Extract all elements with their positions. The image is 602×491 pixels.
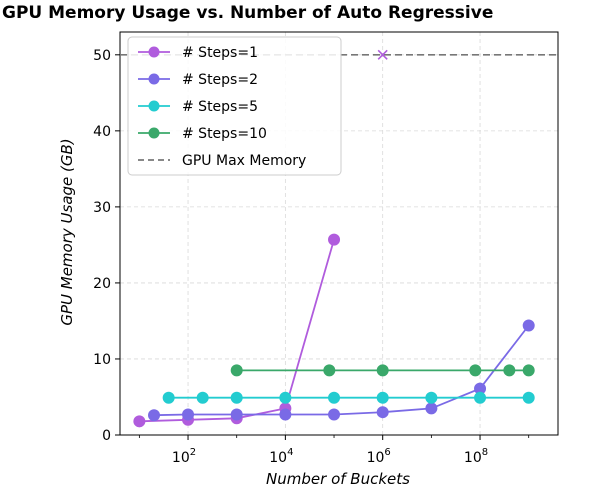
data-point xyxy=(522,364,535,377)
y-tick-label: 40 xyxy=(93,124,111,140)
legend-label: # Steps=1 xyxy=(182,45,258,61)
data-point xyxy=(133,415,146,428)
y-axis-label: GPU Memory Usage (GB) xyxy=(58,138,76,325)
data-point xyxy=(503,364,516,377)
series-4 xyxy=(230,364,535,377)
series-3 xyxy=(162,391,535,404)
oom-marker xyxy=(377,49,388,60)
x-tick-label: 102 xyxy=(172,447,196,466)
data-point xyxy=(376,406,389,419)
data-point xyxy=(279,391,292,404)
x-tick-label: 108 xyxy=(464,447,488,466)
y-tick-label: 20 xyxy=(93,276,111,292)
data-point xyxy=(474,391,487,404)
data-point xyxy=(182,408,195,421)
data-point xyxy=(230,391,243,404)
oom-marker-stroke xyxy=(377,49,388,60)
legend-swatch-marker xyxy=(148,100,160,112)
legend-entry: # Steps=5 xyxy=(138,99,258,115)
data-point xyxy=(328,391,341,404)
data-point xyxy=(323,364,336,377)
data-point xyxy=(162,391,175,404)
legend-label: # Steps=10 xyxy=(182,126,267,142)
legend-label: GPU Max Memory xyxy=(182,153,306,169)
legend-box xyxy=(127,36,342,176)
legend-entry: GPU Max Memory xyxy=(138,153,306,169)
series-group xyxy=(133,49,535,428)
legend-swatch-marker xyxy=(148,46,160,58)
data-point xyxy=(196,391,209,404)
data-point xyxy=(279,408,292,421)
data-point xyxy=(376,364,389,377)
data-point xyxy=(328,408,341,421)
data-point xyxy=(522,319,535,332)
legend-entry: # Steps=10 xyxy=(138,126,267,142)
legend-entry: # Steps=1 xyxy=(138,45,258,61)
data-point xyxy=(425,391,438,404)
series-2 xyxy=(148,319,535,422)
legend: # Steps=1 # Steps=2 # Steps=5 # Steps=10 GPU… xyxy=(127,36,342,176)
y-tick-label: 50 xyxy=(93,48,111,64)
x-tick-label: 106 xyxy=(367,447,391,466)
data-point xyxy=(376,391,389,404)
y-tick-label: 30 xyxy=(93,200,111,216)
plot-frame xyxy=(119,31,559,436)
legend-swatch-marker xyxy=(148,127,160,139)
x-axis-label: Number of Buckets xyxy=(266,470,410,486)
legend-label: # Steps=2 xyxy=(182,72,258,88)
axes: 0 10 20 30 40 50 102 104 106 108 xyxy=(93,31,559,466)
data-point xyxy=(425,402,438,415)
y-tick-label: 0 xyxy=(102,428,111,444)
y-tick-label: 10 xyxy=(93,352,111,368)
data-point xyxy=(148,409,161,422)
legend-entry: # Steps=2 xyxy=(138,72,258,88)
legend-label: # Steps=5 xyxy=(182,99,258,115)
data-point xyxy=(522,391,535,404)
data-point xyxy=(469,364,482,377)
data-point xyxy=(230,408,243,421)
x-tick-label: 104 xyxy=(269,447,293,466)
legend-swatch-marker xyxy=(148,73,160,85)
data-point xyxy=(328,233,341,246)
chart-title: GPU Memory Usage vs. Number of Auto Regr… xyxy=(2,3,493,23)
data-point xyxy=(230,364,243,377)
